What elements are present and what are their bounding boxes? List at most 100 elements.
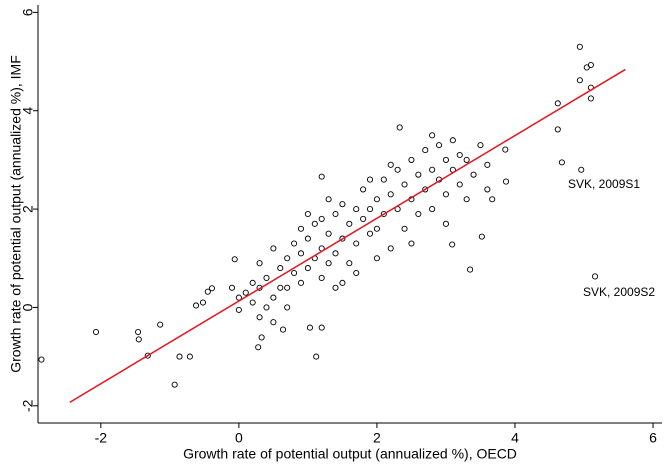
- point: [387, 161, 394, 168]
- x-tick-label: 6: [649, 430, 657, 446]
- point: [401, 181, 408, 188]
- point: [256, 260, 263, 267]
- x-tick-label: 0: [235, 430, 243, 446]
- point: [346, 260, 353, 267]
- point: [576, 43, 583, 50]
- point: [204, 288, 211, 295]
- point: [284, 284, 291, 291]
- point: [576, 77, 583, 84]
- point: [587, 61, 594, 69]
- point: [484, 161, 491, 168]
- point: [332, 284, 339, 291]
- point: [231, 256, 238, 263]
- point: [284, 304, 291, 311]
- point: [442, 156, 449, 163]
- point: [477, 142, 484, 149]
- point: [249, 279, 256, 286]
- point: [242, 289, 249, 296]
- point: [373, 255, 380, 262]
- point: [554, 126, 561, 133]
- point: [193, 302, 200, 309]
- point: [442, 220, 449, 227]
- point: [366, 230, 374, 237]
- point: [415, 171, 422, 178]
- point: [373, 196, 380, 203]
- point: [353, 269, 360, 277]
- point: [291, 240, 298, 247]
- point: [228, 284, 236, 291]
- point: [297, 225, 305, 232]
- point: [408, 156, 415, 163]
- point: [435, 142, 443, 149]
- point: [366, 176, 374, 183]
- point: [318, 215, 325, 222]
- y-tick-label: 4: [20, 107, 36, 115]
- point: [256, 314, 263, 321]
- point: [373, 225, 380, 232]
- point: [489, 196, 496, 203]
- point: [325, 260, 332, 267]
- point: [422, 186, 429, 193]
- point: [366, 206, 374, 213]
- point: [360, 215, 367, 222]
- point: [554, 100, 561, 107]
- point: [339, 279, 346, 286]
- point: [387, 245, 394, 252]
- point: [449, 137, 456, 144]
- point: [449, 241, 456, 248]
- point: [442, 191, 449, 198]
- point: [318, 324, 325, 331]
- point: [484, 186, 491, 193]
- point: [353, 240, 360, 247]
- point: [408, 240, 415, 247]
- point: [456, 181, 463, 188]
- point: [270, 319, 277, 326]
- point: [304, 210, 311, 218]
- point: [249, 299, 256, 306]
- point: [304, 235, 311, 242]
- y-tick-label: 2: [20, 205, 36, 213]
- annotation: SVK, 2009S2: [583, 285, 655, 299]
- point: [38, 356, 45, 363]
- point: [429, 166, 436, 173]
- point: [380, 210, 387, 218]
- point: [422, 147, 429, 154]
- point: [263, 274, 270, 281]
- point: [502, 178, 510, 185]
- point: [306, 324, 314, 331]
- point: [199, 299, 207, 306]
- point: [467, 266, 474, 273]
- point: [380, 176, 387, 183]
- point: [578, 166, 585, 173]
- point: [387, 191, 394, 198]
- point: [297, 279, 305, 286]
- point: [92, 328, 100, 336]
- point: [332, 210, 339, 218]
- point: [587, 95, 594, 102]
- x-tick-label: 4: [511, 430, 519, 446]
- point: [401, 225, 408, 232]
- x-tick-label: -2: [95, 430, 108, 446]
- point: [270, 245, 277, 252]
- point: [284, 255, 291, 262]
- point: [176, 353, 183, 360]
- fit-line: [69, 68, 626, 403]
- point: [346, 220, 353, 227]
- point: [415, 210, 422, 218]
- point: [235, 306, 242, 313]
- point: [318, 173, 325, 180]
- x-axis-label: Growth rate of potential output (annuali…: [183, 446, 517, 462]
- point: [279, 326, 287, 333]
- point: [332, 250, 339, 257]
- y-tick-label: 6: [20, 8, 36, 16]
- point: [360, 186, 367, 193]
- point: [258, 334, 265, 341]
- point: [470, 171, 477, 178]
- point: [135, 328, 142, 336]
- point: [270, 294, 277, 301]
- point: [339, 201, 346, 208]
- point: [325, 196, 332, 203]
- point: [297, 250, 305, 257]
- point: [353, 206, 360, 213]
